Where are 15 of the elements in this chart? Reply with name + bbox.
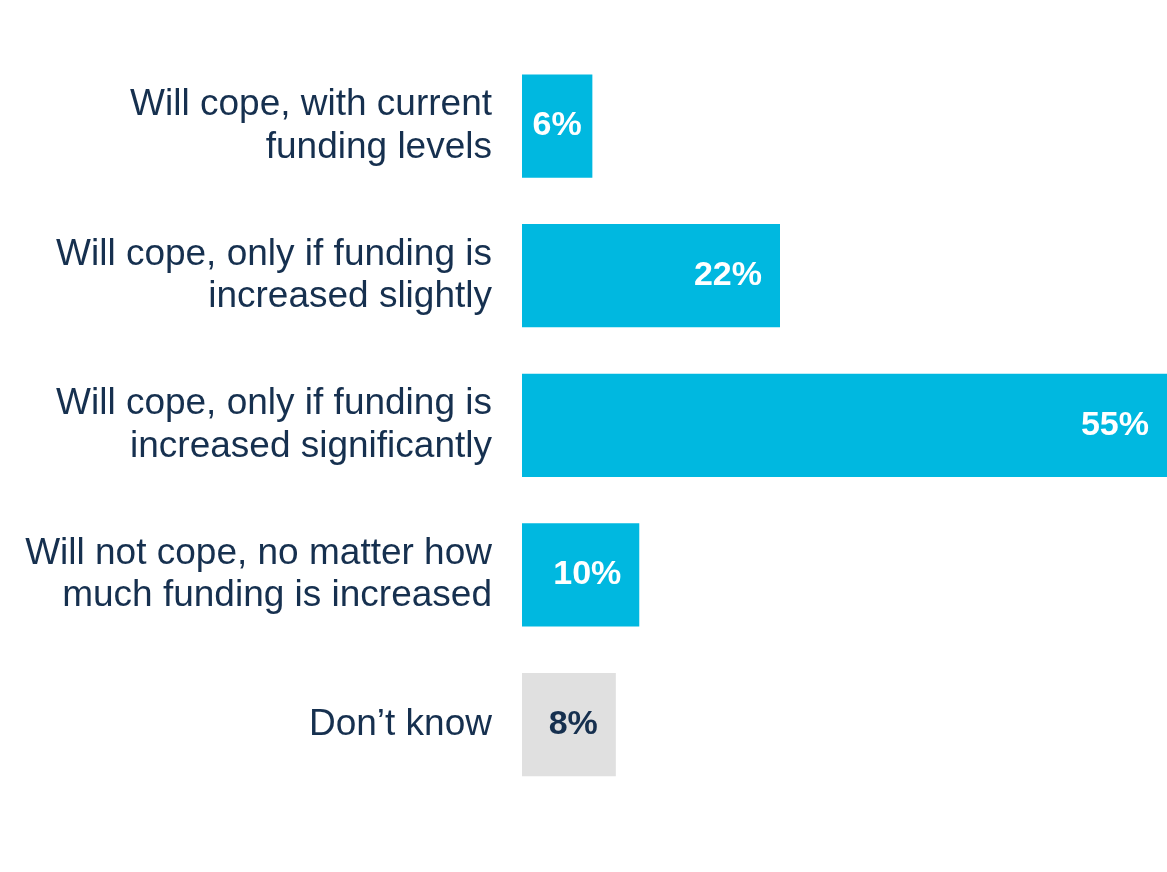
y-tick-label: Will cope, with current funding levels: [130, 82, 493, 166]
bar: [522, 673, 616, 777]
y-tick-label: Will cope, only if funding is increased significantly: [56, 381, 493, 465]
y-tick-label: Don’t know: [308, 701, 493, 743]
data-label: 55%: [1080, 403, 1150, 442]
bar: [522, 523, 640, 627]
bar: [522, 373, 1167, 477]
y-tick-label: Will cope, only if funding is increased slightly: [56, 231, 493, 316]
y-tick-label: Will not cope, no matter how much funding is increased: [25, 530, 493, 615]
data-label: 22%: [693, 254, 763, 293]
data-label: 8%: [548, 703, 598, 742]
data-label: 10%: [553, 553, 622, 592]
bar: [522, 74, 593, 178]
data-label: 6%: [532, 104, 582, 143]
bar: [522, 224, 780, 328]
